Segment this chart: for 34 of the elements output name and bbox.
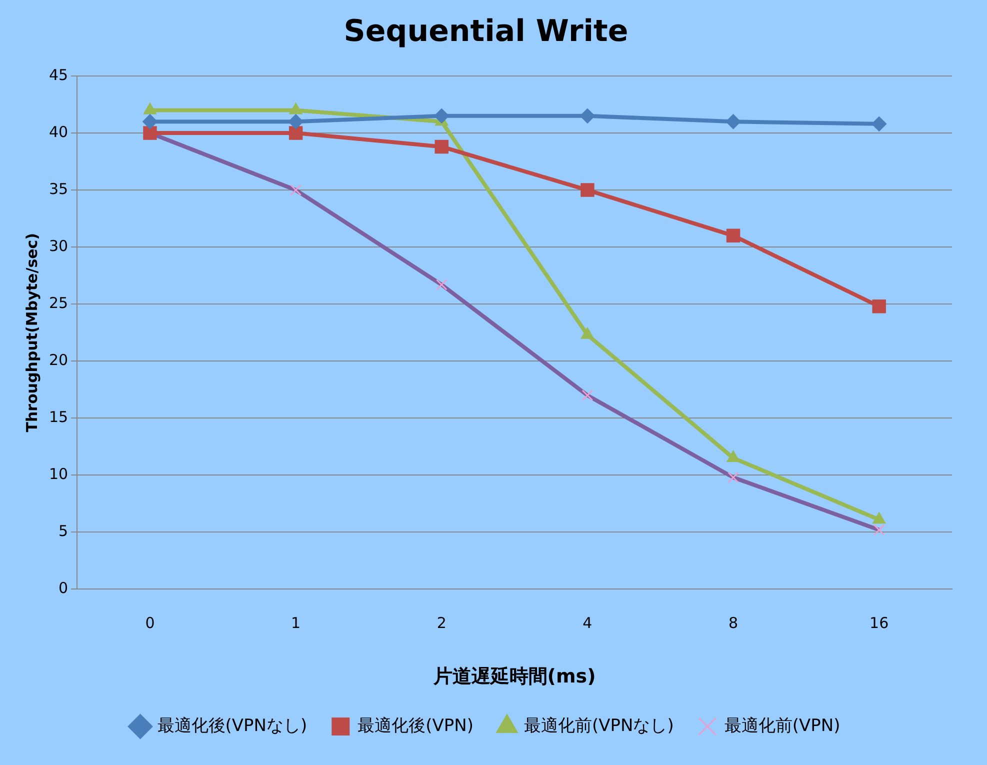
x-tick-label: 16 — [870, 614, 889, 632]
point — [726, 228, 740, 243]
x-tick-label: 1 — [291, 614, 301, 632]
legend-label: 最適化後(VPNなし) — [157, 716, 308, 736]
legend-label: 最適化後(VPN) — [358, 716, 474, 736]
point — [288, 126, 303, 140]
y-tick-label: 35 — [48, 180, 68, 198]
point — [580, 183, 594, 197]
point — [580, 108, 595, 124]
y-axis-title: Throughput(Mbyte/sec) — [22, 232, 41, 432]
y-tick-label: 5 — [58, 522, 68, 540]
y-tick-label: 25 — [48, 294, 68, 312]
point — [872, 300, 886, 314]
point — [434, 140, 448, 154]
legend-label: 最適化前(VPN) — [724, 716, 840, 736]
y-tick-label: 40 — [48, 122, 68, 141]
point — [142, 114, 158, 130]
x-tick-label: 2 — [436, 614, 446, 632]
x-tick-label: 0 — [145, 614, 155, 632]
point — [434, 108, 450, 124]
x-tick-label: 8 — [728, 614, 738, 632]
y-tick-label: 10 — [48, 465, 68, 484]
y-tick-label: 30 — [48, 236, 68, 255]
y-tick-label: 0 — [58, 579, 68, 598]
chart-title: Sequential Write — [344, 14, 628, 49]
y-tick-label: 45 — [48, 66, 68, 84]
legend-label: 最適化前(VPNなし) — [524, 716, 674, 736]
y-tick-label: 20 — [48, 351, 68, 369]
point — [726, 114, 741, 130]
x-axis-title: 片道遅延時間(ms) — [432, 666, 596, 688]
point — [288, 114, 304, 130]
x-tick-label: 4 — [582, 614, 592, 632]
point — [872, 116, 887, 132]
y-tick-label: 15 — [48, 408, 68, 426]
